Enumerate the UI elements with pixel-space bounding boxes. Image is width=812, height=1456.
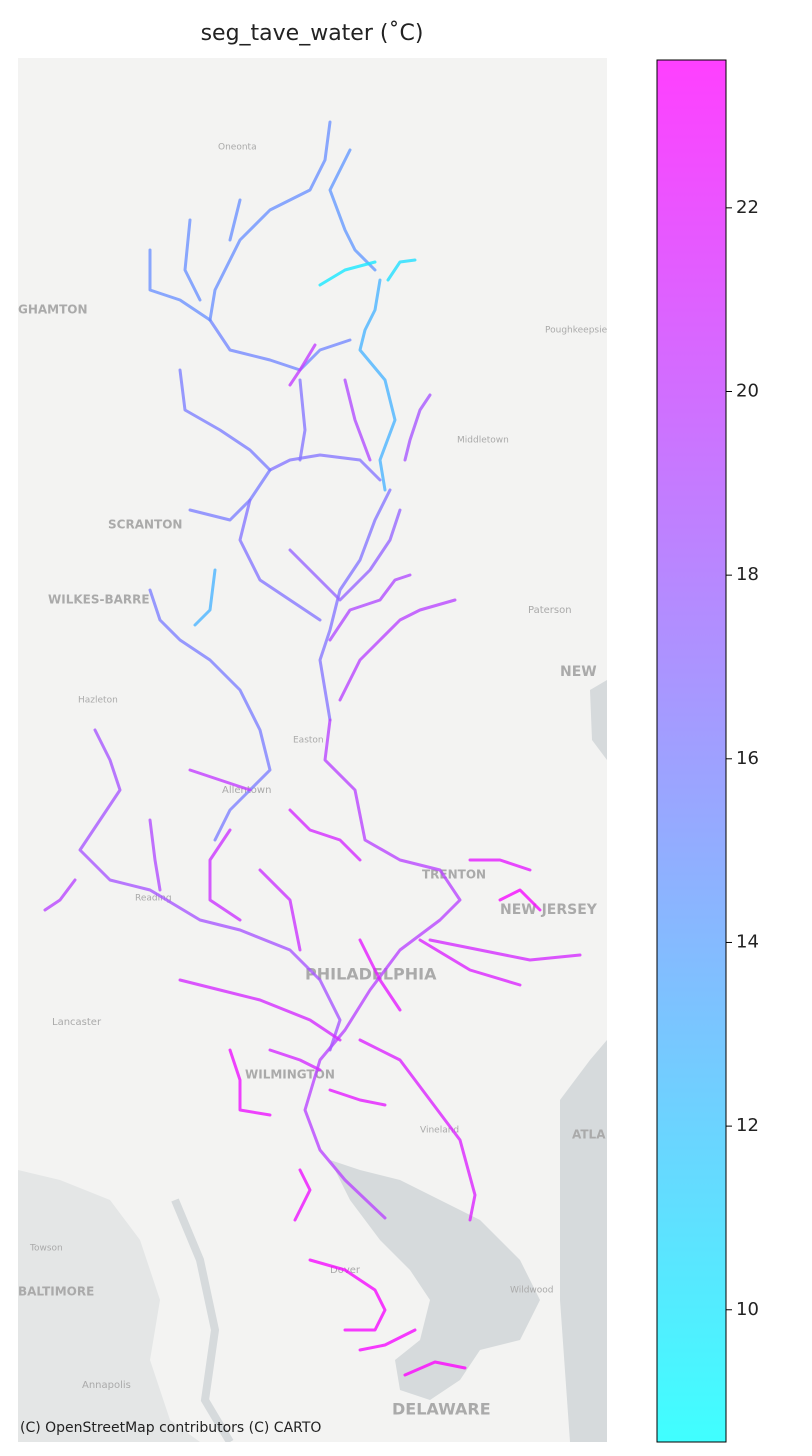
river-segment	[148, 588, 272, 842]
map-label: Reading	[135, 894, 172, 904]
river-segment	[428, 938, 582, 962]
river-segment	[403, 393, 432, 462]
delaware-bay	[330, 1160, 540, 1400]
river-segment	[193, 568, 217, 627]
river-segment	[238, 498, 322, 622]
colorbar-tick-label: 18	[736, 564, 759, 585]
colorbar	[656, 59, 727, 1443]
colorbar-tick-label: 20	[736, 380, 759, 401]
map-label: WILKES-BARRE	[48, 593, 150, 607]
map-label: GHAMTON	[18, 303, 88, 317]
map-label: ATLA	[572, 1128, 606, 1142]
river-segment	[403, 1360, 467, 1377]
river-segment	[386, 258, 417, 282]
river-segment	[468, 858, 532, 872]
river-segment	[268, 453, 382, 482]
map-label: DELAWARE	[392, 1400, 491, 1419]
colorbar-tick-label: 10	[736, 1299, 759, 1320]
river-segment	[498, 888, 542, 912]
map-label: NEW	[560, 664, 597, 680]
river-segment	[318, 488, 392, 722]
river-segment	[208, 120, 332, 322]
river-segment	[178, 978, 342, 1042]
chesapeake	[171, 1198, 234, 1442]
river-segment	[343, 378, 372, 462]
river-segment	[308, 1258, 387, 1332]
river-segment	[183, 218, 202, 302]
map-label: Lancaster	[52, 1017, 102, 1028]
river-segment	[208, 318, 352, 372]
river-segment	[178, 368, 272, 472]
river-segment	[303, 718, 462, 1220]
chesapeake-area	[18, 1170, 200, 1442]
river-segment	[328, 148, 377, 272]
river-segment	[258, 868, 302, 952]
river-segment	[298, 378, 307, 462]
river-segment	[358, 278, 397, 492]
river-segment	[268, 1048, 322, 1072]
river-segment	[43, 878, 77, 912]
ocean	[560, 1040, 607, 1442]
map-label: Paterson	[528, 605, 572, 616]
colorbar-tick-label: 14	[736, 931, 759, 952]
map-label: Annapolis	[82, 1380, 131, 1391]
ny-harbor	[590, 680, 607, 760]
river-segment	[293, 1168, 312, 1222]
map-label: Poughkeepsie	[545, 326, 608, 336]
river-segment	[228, 198, 242, 242]
river-segment	[188, 468, 272, 522]
map-label: WILMINGTON	[245, 1068, 335, 1082]
river-segment	[418, 938, 522, 987]
colorbar-tick-label: 12	[736, 1115, 759, 1136]
map-label: Easton	[293, 736, 324, 746]
river-segment	[288, 343, 317, 387]
colorbar-tick-label: 16	[736, 748, 759, 769]
river-segment	[358, 1038, 477, 1222]
river-segment	[338, 598, 457, 702]
map-label: Towson	[29, 1244, 63, 1254]
map-label: PHILADELPHIA	[305, 965, 437, 984]
river-segment	[228, 1048, 272, 1117]
river-segment	[328, 1088, 387, 1107]
map-label: BALTIMORE	[18, 1285, 94, 1299]
map-label: Middletown	[457, 436, 509, 446]
river-segment	[318, 260, 377, 287]
colorbar-tick-label: 22	[736, 197, 759, 218]
river-segment	[148, 248, 212, 322]
map-label: NEW JERSEY	[500, 902, 598, 918]
river-segment	[288, 508, 402, 602]
map-label: Wildwood	[510, 1286, 554, 1296]
map-label: Hazleton	[78, 696, 118, 706]
map-label: Oneonta	[218, 143, 257, 153]
river-segment	[188, 768, 252, 792]
river-segment	[358, 938, 402, 1012]
map-label: SCRANTON	[108, 518, 182, 532]
map-label: Vineland	[420, 1126, 459, 1136]
river-segment	[208, 828, 242, 922]
attribution: (C) OpenStreetMap contributors (C) CARTO	[20, 1420, 321, 1436]
map-label: Allentown	[222, 785, 271, 796]
river-segment	[358, 1328, 417, 1352]
basemap: Oneonta GHAMTON Poughkeepsie Middletown SCRA…	[18, 58, 608, 1442]
river-segment	[288, 808, 362, 862]
map-label: TRENTON	[422, 868, 486, 882]
title: seg_tave_water (˚C)	[201, 21, 424, 46]
river-segment	[328, 573, 412, 642]
river-segment	[148, 818, 162, 892]
river-segment	[78, 728, 342, 1052]
